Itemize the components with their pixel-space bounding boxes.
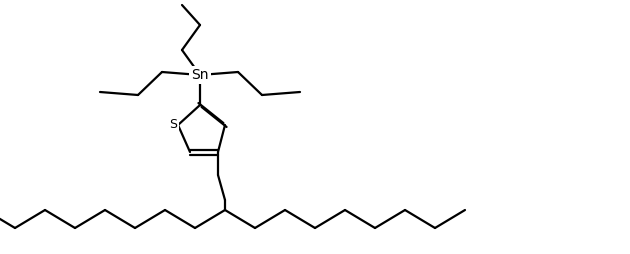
Text: Sn: Sn (192, 68, 209, 82)
Text: S: S (169, 119, 177, 132)
